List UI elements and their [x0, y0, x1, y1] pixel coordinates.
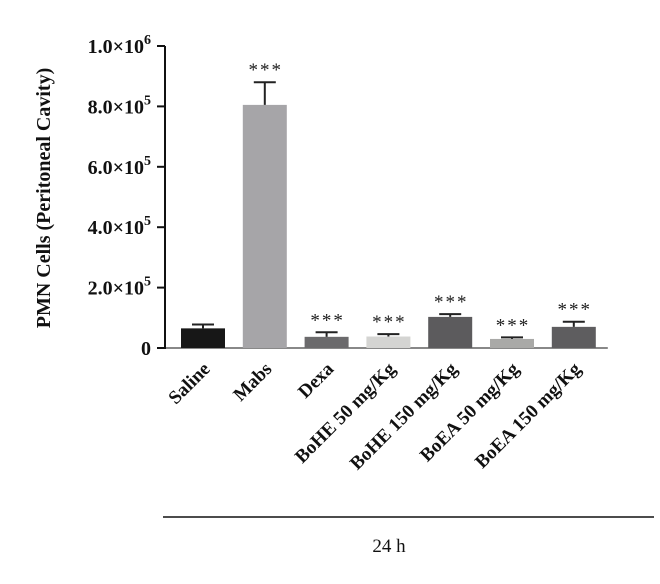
bar [181, 328, 225, 348]
y-axis-label: PMN Cells (Peritoneal Cavity) [33, 68, 55, 328]
significance-label: *** [496, 315, 531, 336]
x-tick-label: BoEA 150 mg/Kg [471, 358, 585, 472]
x-tick-label: Mabs [229, 359, 276, 406]
significance-label: *** [249, 60, 284, 81]
y-tick-label: 2.0×105 [88, 275, 151, 300]
significance-label: *** [372, 312, 407, 333]
y-tick-label: 1.0×106 [88, 33, 151, 58]
x-tick-label: BoHE 150 mg/Kg [346, 358, 462, 474]
x-tick-label: Saline [165, 359, 215, 409]
significance-label: *** [558, 300, 593, 321]
bar [551, 326, 596, 348]
y-tick-label: 0 [141, 338, 151, 360]
bar [428, 316, 473, 348]
x-axis-label: 24 h [372, 536, 406, 557]
bar [242, 104, 287, 348]
bar [366, 336, 411, 348]
y-tick-label: 4.0×105 [88, 214, 151, 239]
bar [304, 336, 349, 348]
bar [490, 338, 534, 348]
x-tick-label: Dexa [294, 358, 338, 402]
y-tick-label: 8.0×105 [88, 93, 151, 118]
significance-label: *** [434, 292, 469, 313]
significance-label: *** [310, 310, 345, 331]
y-tick-label: 6.0×105 [88, 154, 151, 179]
